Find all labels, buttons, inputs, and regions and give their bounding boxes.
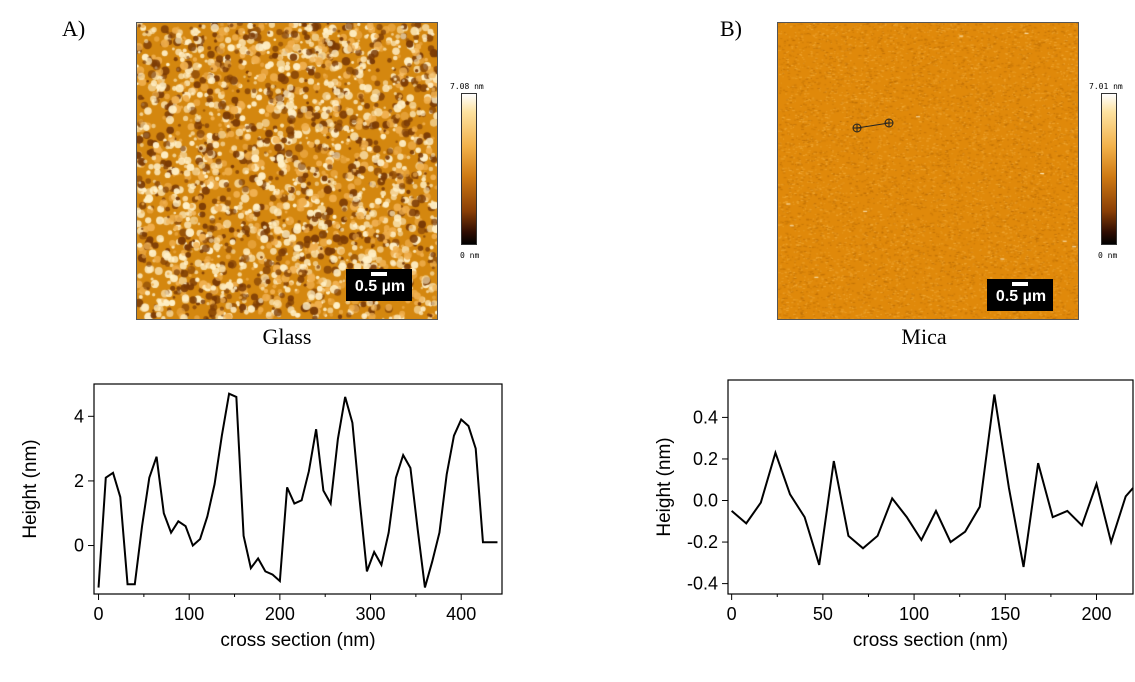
mica-plot-frame <box>727 379 1134 595</box>
mica-xtick-label: 50 <box>813 604 833 624</box>
glass-plot-frame <box>93 383 503 595</box>
mica-ylabel: Height (nm) <box>654 437 675 536</box>
colorbar-a <box>461 93 477 245</box>
glass-ylabel: Height (nm) <box>20 439 41 538</box>
mica-ytick-label: 0.4 <box>693 407 718 427</box>
profile-marker <box>850 115 900 135</box>
colorbar-min-b: 0 nm <box>1098 251 1118 260</box>
scale-bar-box-b: 0.5 µm <box>987 279 1053 311</box>
glass-series-line <box>97 392 498 588</box>
mica-series-line <box>730 394 1134 568</box>
mica-xtick-label: 100 <box>899 604 929 624</box>
height-profile-chart-glass: 0 100 200 300 400 0 2 4 cross section (nm) Height… <box>20 383 503 651</box>
mica-ytick-label: -0.4 <box>687 574 718 594</box>
glass-xtick-label: 400 <box>446 604 476 624</box>
mica-xlabel: cross section (nm) <box>853 630 1008 651</box>
colorbar-min-a: 0 nm <box>460 251 480 260</box>
profile-marker-icon <box>852 118 894 133</box>
mica-ytick-label: 0.2 <box>693 449 718 469</box>
mica-xtick-label: 150 <box>990 604 1020 624</box>
glass-xlabel: cross section (nm) <box>220 630 375 651</box>
mica-xtick-label: 200 <box>1081 604 1111 624</box>
glass-xtick-label: 300 <box>356 604 386 624</box>
mica-xtick-label: 0 <box>727 604 737 624</box>
mica-ytick-label: 0.0 <box>693 491 718 511</box>
glass-xtick-label: 0 <box>94 604 104 624</box>
glass-ytick-label: 0 <box>74 536 84 556</box>
glass-xtick-label: 100 <box>174 604 204 624</box>
colorbar-max-a: 7.08 nm <box>450 82 484 91</box>
glass-xtick-label: 200 <box>265 604 295 624</box>
glass-ytick-label: 4 <box>74 406 84 426</box>
afm-image-mica <box>777 22 1079 320</box>
caption-glass: Glass <box>262 324 312 349</box>
panel-b-label: B) <box>720 16 742 41</box>
scale-bar-box-a: 0.5 µm <box>346 269 412 301</box>
scale-bar-a <box>371 272 387 276</box>
caption-mica: Mica <box>901 324 947 349</box>
panel-a-label: A) <box>62 16 86 41</box>
scale-bar-label-a: 0.5 µm <box>354 278 406 295</box>
scale-bar-label-b: 0.5 µm <box>995 288 1047 305</box>
glass-ytick-label: 2 <box>74 471 84 491</box>
mica-ytick-label: -0.2 <box>687 532 718 552</box>
scale-bar-b <box>1012 282 1028 286</box>
height-profile-chart-mica: 0 50 100 150 200 -0.4 -0.2 0.0 0.2 0.4 cross secti… <box>654 379 1134 651</box>
colorbar-b <box>1101 93 1117 245</box>
colorbar-max-b: 7.01 nm <box>1089 82 1123 91</box>
